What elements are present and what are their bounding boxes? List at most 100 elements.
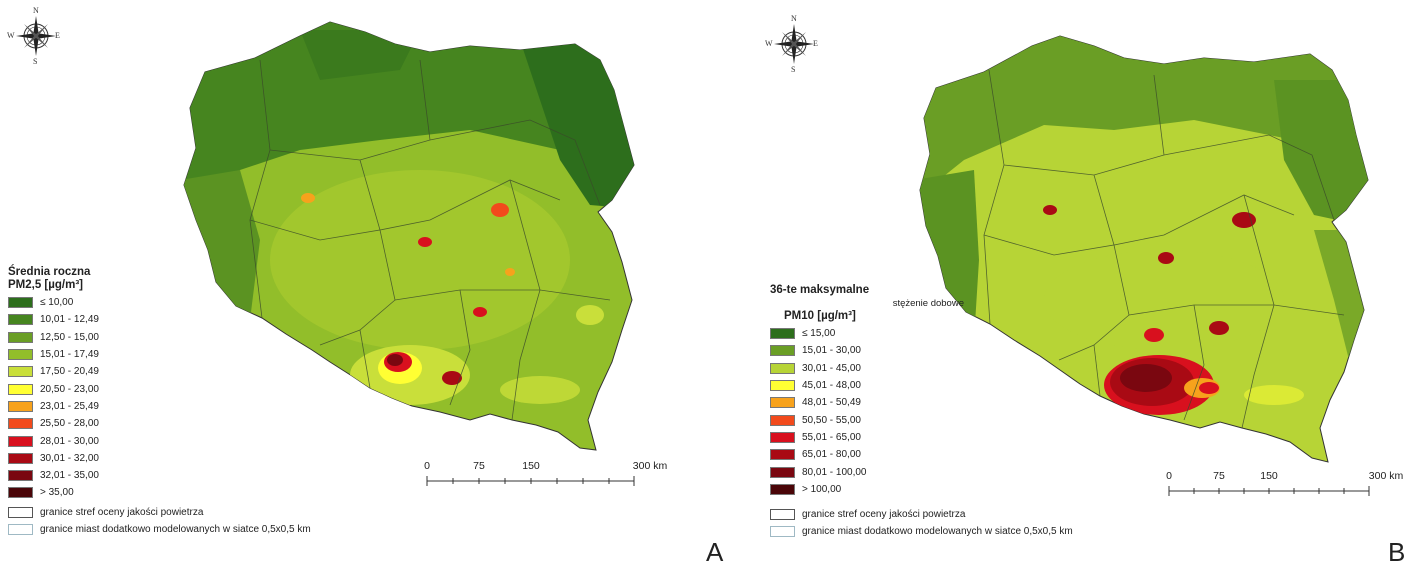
map-b-body: [919, 35, 1369, 463]
legend-color-swatch: [8, 470, 33, 482]
panel-b-letter: B: [1388, 537, 1406, 567]
legend-class-row: ≤ 15,00: [770, 325, 1073, 342]
legend-class-label: > 100,00: [802, 483, 842, 495]
legend-color-swatch: [770, 431, 795, 443]
city-boundary-swatch: [8, 524, 33, 535]
scale-bar-a: [426, 476, 635, 486]
panel-a-letter: A: [706, 537, 724, 567]
scale-a-label-300: 300 km: [632, 460, 668, 472]
compass-east: E: [55, 31, 60, 40]
legend-class-label: 80,01 - 100,00: [802, 466, 867, 478]
legend-b-city-boundary: granice miast dodatkowo modelowanych w s…: [770, 523, 1073, 540]
legend-a-city-boundary: granice miast dodatkowo modelowanych w s…: [8, 521, 311, 538]
legend-class-label: 25,50 - 28,00: [40, 418, 99, 430]
legend-class-label: 48,01 - 50,49: [802, 397, 861, 409]
legend-class-row: 50,50 - 55,00: [770, 411, 1073, 428]
legend-class-label: 15,01 - 17,49: [40, 349, 99, 361]
compass-rose-b: N S E W: [764, 14, 824, 74]
legend-class-row: 17,50 - 20,49: [8, 363, 311, 380]
legend-color-swatch: [8, 435, 33, 447]
poland-map-pm25: [183, 21, 635, 486]
legend-color-swatch: [770, 466, 795, 478]
compass-west: W: [765, 39, 773, 48]
compass-north: N: [791, 14, 797, 23]
legend-color-swatch: [770, 397, 795, 409]
compass-north: N: [33, 6, 39, 15]
legend-class-label: 20,50 - 23,00: [40, 383, 99, 395]
map-a-body: [183, 21, 635, 451]
legend-class-row: > 35,00: [8, 484, 311, 501]
legend-class-label: 30,01 - 32,00: [40, 452, 99, 464]
zone-boundary-swatch: [770, 509, 795, 521]
legend-color-swatch: [8, 331, 33, 343]
legend-class-label: ≤ 15,00: [802, 328, 836, 340]
scale-a-label-75: 75: [473, 460, 485, 472]
compass-icon: [16, 16, 56, 56]
compass-icon: [774, 24, 814, 64]
legend-a-zone-boundary: granice stref oceny jakości powietrza: [8, 504, 311, 521]
legend-color-swatch: [8, 487, 33, 499]
compass-west: W: [7, 31, 15, 40]
legend-class-label: 30,01 - 45,00: [802, 362, 861, 374]
legend-color-swatch: [770, 362, 795, 374]
legend-class-row: 20,50 - 23,00: [8, 380, 311, 397]
legend-color-swatch: [770, 483, 795, 495]
legend-color-swatch: [770, 345, 795, 357]
legend-a-title-2: PM2,5 [µg/m³]: [8, 279, 83, 291]
legend-class-label: 17,50 - 20,49: [40, 366, 99, 378]
legend-class-row: 15,01 - 17,49: [8, 346, 311, 363]
legend-b: 36-te maksymalne stężenie dobowe PM10 [µ…: [770, 284, 1073, 541]
legend-class-row: 25,50 - 28,00: [8, 415, 311, 432]
scale-b-label-300: 300 km: [1368, 470, 1404, 482]
legend-color-swatch: [8, 452, 33, 464]
legend-b-zone-boundary: granice stref oceny jakości powietrza: [770, 506, 1073, 523]
legend-class-row: 10,01 - 12,49: [8, 311, 311, 328]
legend-class-label: 45,01 - 48,00: [802, 380, 861, 392]
legend-class-row: 28,01 - 30,00: [8, 432, 311, 449]
legend-class-label: 65,01 - 80,00: [802, 449, 861, 461]
legend-class-label: 12,50 - 15,00: [40, 331, 99, 343]
legend-class-row: > 100,00: [770, 481, 1073, 498]
legend-class-row: 12,50 - 15,00: [8, 329, 311, 346]
legend-color-swatch: [770, 328, 795, 340]
legend-a: Średnia roczna PM2,5 [µg/m³] ≤ 10,00 10,0…: [8, 266, 311, 538]
compass-rose-a: N S E W: [6, 6, 66, 68]
legend-class-label: 15,01 - 30,00: [802, 345, 861, 357]
panel-a-pm25-map: N S E W Średnia roczna PM2,5 [µg/m³] ≤ 1…: [0, 6, 723, 567]
legend-class-label: 23,01 - 25,49: [40, 400, 99, 412]
scale-b-label-75: 75: [1213, 470, 1225, 482]
legend-color-swatch: [770, 449, 795, 461]
scale-b-label-0: 0: [1166, 470, 1172, 482]
legend-a-title-1: Średnia roczna: [8, 266, 91, 278]
scale-bar-b: [1168, 486, 1370, 496]
scale-a-label-0: 0: [424, 460, 430, 472]
legend-color-swatch: [8, 349, 33, 361]
legend-class-label: 50,50 - 55,00: [802, 414, 861, 426]
legend-class-label: 55,01 - 65,00: [802, 431, 861, 443]
scale-a-label-150: 150: [522, 460, 540, 472]
legend-b-title-2: stężenie dobowe: [892, 298, 964, 309]
legend-class-row: 30,01 - 45,00: [770, 360, 1073, 377]
legend-a-city-boundary-label: granice miast dodatkowo modelowanych w s…: [40, 524, 311, 535]
legend-color-swatch: [8, 297, 33, 309]
legend-class-row: 30,01 - 32,00: [8, 450, 311, 467]
legend-a-classes: ≤ 10,00 10,01 - 12,49 12,50 - 15,00 15,01 -…: [8, 294, 311, 502]
legend-class-label: 32,01 - 35,00: [40, 470, 99, 482]
legend-color-swatch: [770, 414, 795, 426]
legend-color-swatch: [8, 314, 33, 326]
legend-class-row: 23,01 - 25,49: [8, 398, 311, 415]
panel-b-pm10-map: N S E W 36-te maksymalne stężenie dobowe…: [714, 0, 1428, 584]
legend-b-city-boundary-label: granice miast dodatkowo modelowanych w s…: [802, 526, 1073, 538]
legend-class-label: 10,01 - 12,49: [40, 314, 99, 326]
legend-class-row: 80,01 - 100,00: [770, 463, 1073, 480]
legend-class-label: 28,01 - 30,00: [40, 435, 99, 447]
compass-east: E: [813, 39, 818, 48]
legend-color-swatch: [8, 418, 33, 430]
legend-class-row: 65,01 - 80,00: [770, 446, 1073, 463]
legend-b-zone-boundary-label: granice stref oceny jakości powietrza: [802, 509, 966, 521]
legend-class-row: 55,01 - 65,00: [770, 429, 1073, 446]
scale-labels-a: 0 75 150 300 km: [0, 460, 714, 474]
legend-color-swatch: [8, 400, 33, 412]
legend-color-swatch: [8, 383, 33, 395]
city-boundary-swatch: [770, 526, 795, 538]
